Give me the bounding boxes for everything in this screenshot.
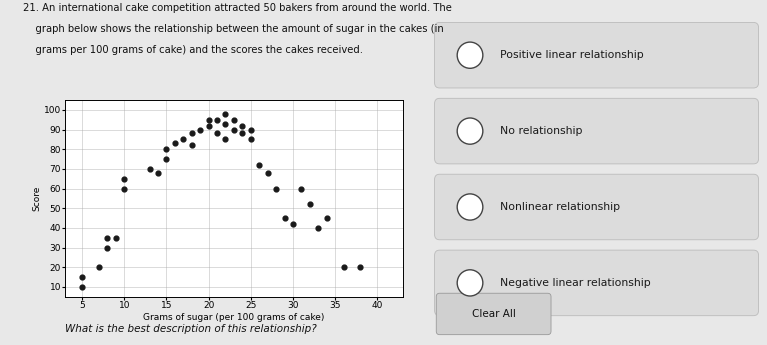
Point xyxy=(101,245,114,250)
Point xyxy=(160,156,173,162)
Text: No relationship: No relationship xyxy=(500,126,583,136)
Text: Nonlinear relationship: Nonlinear relationship xyxy=(500,202,621,212)
Point xyxy=(211,117,223,122)
Point xyxy=(186,131,198,136)
Point xyxy=(76,274,88,280)
Point xyxy=(321,215,333,221)
Circle shape xyxy=(457,42,483,68)
Text: Clear All: Clear All xyxy=(472,309,515,319)
Text: graph below shows the relationship between the amount of sugar in the cakes (in: graph below shows the relationship betwe… xyxy=(23,24,444,34)
Point xyxy=(194,127,206,132)
Point xyxy=(278,215,291,221)
Point xyxy=(169,140,181,146)
Point xyxy=(245,137,257,142)
Circle shape xyxy=(457,118,483,144)
Point xyxy=(304,201,316,207)
Point xyxy=(118,186,130,191)
Text: grams per 100 grams of cake) and the scores the cakes received.: grams per 100 grams of cake) and the sco… xyxy=(23,45,363,55)
Point xyxy=(160,146,173,152)
Point xyxy=(118,176,130,181)
Point xyxy=(219,137,232,142)
Point xyxy=(152,170,164,176)
Point xyxy=(312,225,324,230)
Point xyxy=(177,137,189,142)
Point xyxy=(202,117,215,122)
Y-axis label: Score: Score xyxy=(32,186,41,211)
Point xyxy=(202,123,215,128)
Point xyxy=(219,121,232,126)
Point xyxy=(245,127,257,132)
Point xyxy=(236,131,249,136)
Point xyxy=(76,284,88,290)
Text: Positive linear relationship: Positive linear relationship xyxy=(500,50,644,60)
FancyBboxPatch shape xyxy=(435,98,759,164)
Point xyxy=(354,264,367,270)
Text: What is the best description of this relationship?: What is the best description of this rel… xyxy=(65,324,317,334)
Point xyxy=(253,162,265,168)
Point xyxy=(262,170,274,176)
Point xyxy=(228,117,240,122)
Point xyxy=(236,123,249,128)
Point xyxy=(337,264,350,270)
Point xyxy=(143,166,156,171)
Circle shape xyxy=(457,270,483,296)
Point xyxy=(228,127,240,132)
X-axis label: Grams of sugar (per 100 grams of cake): Grams of sugar (per 100 grams of cake) xyxy=(143,313,324,322)
Point xyxy=(93,264,105,270)
Point xyxy=(211,131,223,136)
FancyBboxPatch shape xyxy=(436,293,551,335)
Point xyxy=(270,186,282,191)
Point xyxy=(287,221,299,227)
FancyBboxPatch shape xyxy=(435,250,759,316)
Point xyxy=(186,142,198,148)
Text: Negative linear relationship: Negative linear relationship xyxy=(500,278,651,288)
Circle shape xyxy=(457,194,483,220)
FancyBboxPatch shape xyxy=(435,174,759,240)
Point xyxy=(295,186,308,191)
Point xyxy=(110,235,122,240)
Point xyxy=(219,111,232,117)
Point xyxy=(101,235,114,240)
FancyBboxPatch shape xyxy=(435,22,759,88)
Text: 21. An international cake competition attracted 50 bakers from around the world.: 21. An international cake competition at… xyxy=(23,3,452,13)
